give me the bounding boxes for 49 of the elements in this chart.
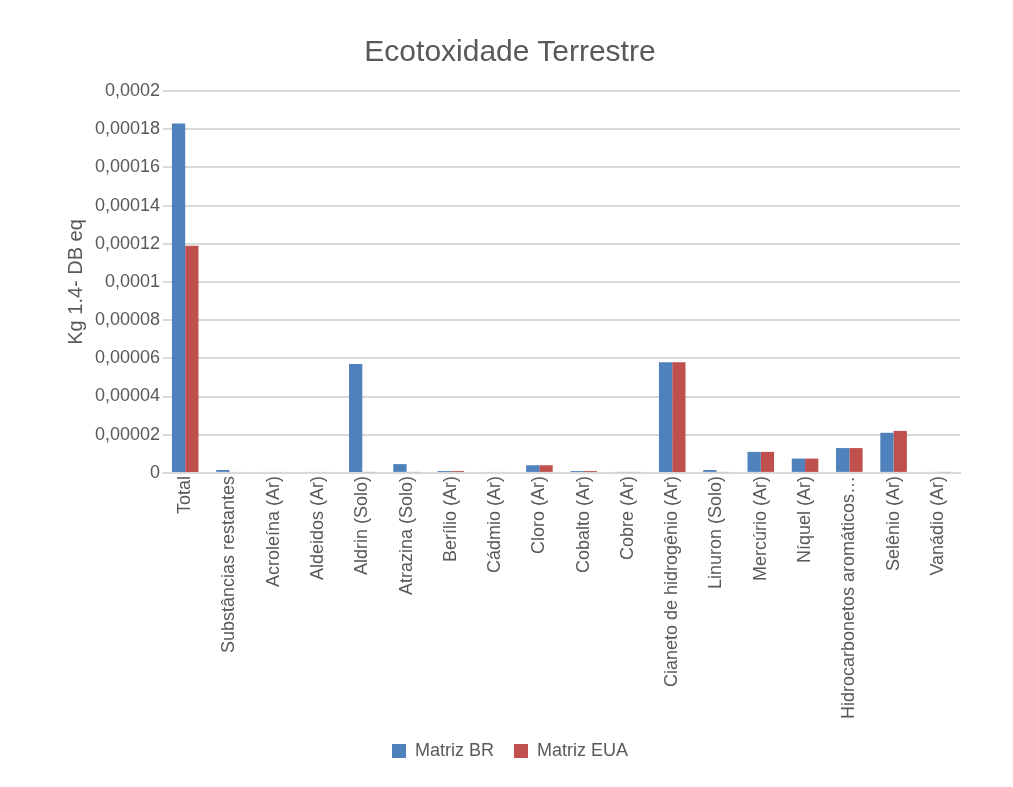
bar [791, 458, 806, 472]
bar [393, 464, 407, 472]
y-axis-title: Kg 1.4- DB eq [63, 219, 86, 345]
bar [672, 362, 686, 472]
y-tick-label: 0,00018 [94, 118, 161, 139]
y-tick-label: 0,00016 [94, 156, 161, 177]
bar [880, 432, 894, 472]
x-tick-label: Mercúrio (Ar) [749, 475, 770, 581]
x-tick-label: Cobre (Ar) [616, 475, 637, 560]
x-tick-label: Cádmio (Ar) [484, 475, 505, 573]
bar [171, 123, 186, 472]
x-tick-label: Aldrin (Solo) [351, 475, 372, 575]
x-tick-label: Níquel (Ar) [794, 475, 815, 563]
bar [747, 451, 761, 472]
legend-label: Matriz EUA [537, 739, 629, 760]
x-tick-label: Berílio (Ar) [439, 475, 460, 562]
x-tick-label: Cianeto de hidrogênio (Ar) [661, 475, 682, 688]
y-tick-label: 0,00004 [94, 385, 161, 406]
bar [349, 364, 363, 472]
y-tick-label: 0,00014 [94, 194, 161, 215]
x-tick-label: Cobalto (Ar) [572, 475, 593, 573]
legend-label: Matriz BR [414, 739, 495, 760]
x-tick-label: Atrazina (Solo) [395, 475, 416, 595]
x-tick-label: Vanádio (Ar) [926, 475, 947, 576]
bar [185, 245, 199, 472]
x-tick-label: Cloro (Ar) [528, 475, 549, 554]
x-tick-label: Selênio (Ar) [882, 475, 903, 571]
y-tick-label: 0,0002 [105, 79, 161, 100]
y-tick-label: 0,00002 [94, 423, 161, 444]
y-tick-label: 0,00012 [94, 232, 161, 253]
bar [805, 458, 819, 472]
bar [836, 448, 850, 472]
chart-title: Ecotoxidade Terrestre [364, 34, 656, 68]
bar [849, 448, 863, 472]
x-tick-label: Acroleína (Ar) [262, 475, 283, 587]
y-tick-label: 0,00008 [94, 309, 161, 330]
bar [760, 451, 775, 472]
bar [526, 465, 540, 472]
bar [658, 362, 673, 472]
y-tick-label: 0,00006 [94, 347, 161, 368]
x-tick-label: Linuron (Solo) [705, 475, 726, 589]
y-tick-label: 0,0001 [105, 270, 161, 291]
bar [893, 430, 907, 472]
x-tick-label: Hidrocarbonetos aromáticos… [838, 475, 859, 719]
y-tick-label: 0 [150, 461, 161, 482]
bar [539, 465, 553, 472]
x-tick-label: Total [174, 475, 195, 514]
x-tick-label: Substâncias restantes [218, 475, 239, 653]
x-tick-label: Aldeidos (Ar) [306, 475, 327, 580]
